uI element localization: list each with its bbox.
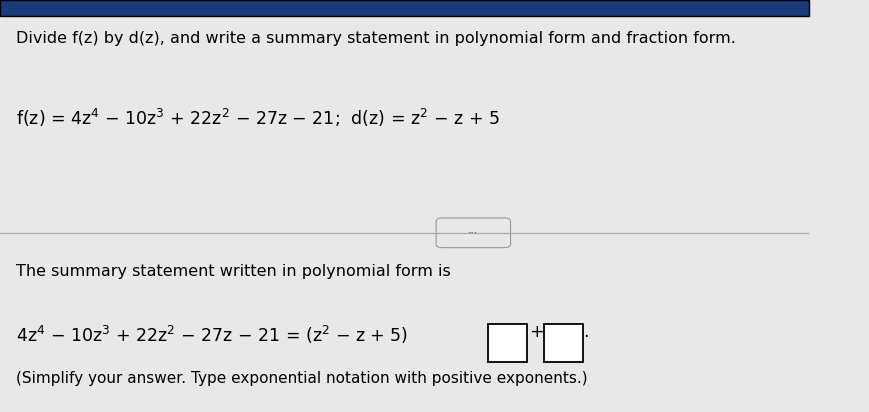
Text: f(z) = 4z$^4$ $-$ 10z$^3$ + 22z$^2$ $-$ 27z $-$ 21;  d(z) = z$^2$ $-$ z + 5: f(z) = 4z$^4$ $-$ 10z$^3$ + 22z$^2$ $-$ … xyxy=(17,107,500,129)
Text: (Simplify your answer. Type exponential notation with positive exponents.): (Simplify your answer. Type exponential … xyxy=(17,371,587,386)
FancyBboxPatch shape xyxy=(488,324,527,362)
Text: 4z$^4$ $-$ 10z$^3$ + 22z$^2$ $-$ 27z $-$ 21 = (z$^2$ $-$ z + 5): 4z$^4$ $-$ 10z$^3$ + 22z$^2$ $-$ 27z $-$… xyxy=(17,323,408,346)
Text: .: . xyxy=(583,323,588,342)
FancyBboxPatch shape xyxy=(436,218,511,248)
Text: Divide f(z) by d(z), and write a summary statement in polynomial form and fracti: Divide f(z) by d(z), and write a summary… xyxy=(17,31,736,46)
Text: ···: ··· xyxy=(468,228,479,238)
Text: The summary statement written in polynomial form is: The summary statement written in polynom… xyxy=(17,264,451,279)
FancyBboxPatch shape xyxy=(544,324,583,362)
Text: +: + xyxy=(528,323,543,342)
FancyBboxPatch shape xyxy=(0,0,809,16)
